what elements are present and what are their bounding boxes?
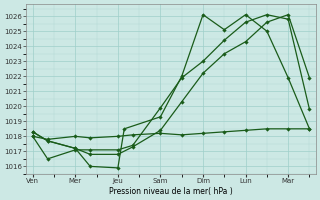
- X-axis label: Pression niveau de la mer( hPa ): Pression niveau de la mer( hPa ): [109, 187, 233, 196]
